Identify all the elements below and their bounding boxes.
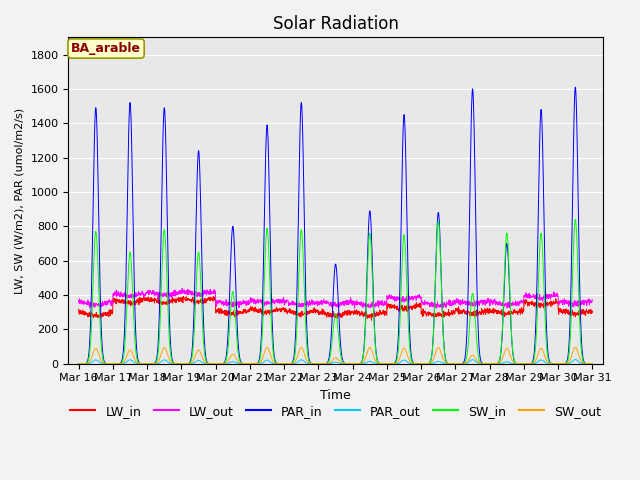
LW_out [351,305,358,311]
LW_out [218,300,226,306]
LW_in [557,308,565,314]
Line: SW_in: SW_in [79,219,592,364]
LW_out [588,297,596,302]
SW_in [557,361,565,367]
Line: PAR_in: PAR_in [79,87,592,364]
SW_out [161,345,168,350]
LW_out [485,299,493,304]
LW_in [218,307,226,313]
SW_out [362,355,369,361]
PAR_out [484,361,492,367]
SW_in [350,361,358,367]
PAR_out [588,361,596,367]
SW_in [75,361,83,367]
PAR_in [218,361,226,367]
Title: Solar Radiation: Solar Radiation [273,15,399,33]
LW_out [75,298,83,304]
Y-axis label: LW, SW (W/m2), PAR (umol/m2/s): LW, SW (W/m2), PAR (umol/m2/s) [15,108,25,294]
LW_in [588,310,596,316]
PAR_out [350,361,358,367]
Legend: LW_in, LW_out, PAR_in, PAR_out, SW_in, SW_out: LW_in, LW_out, PAR_in, PAR_out, SW_in, S… [65,400,606,423]
PAR_in [350,361,358,367]
SW_in [484,361,492,367]
Line: LW_out: LW_out [79,288,592,308]
SW_out [75,361,83,367]
LW_in [543,300,551,305]
PAR_in [361,327,369,333]
LW_in [209,293,217,299]
SW_out [543,359,551,364]
LW_in [367,317,375,323]
Text: BA_arable: BA_arable [71,42,141,55]
SW_in [588,361,596,367]
PAR_out [76,361,84,367]
SW_out [350,361,358,367]
SW_out [218,361,226,367]
SW_out [588,361,596,367]
LW_in [362,312,369,317]
LW_out [543,294,551,300]
LW_out [362,304,369,310]
PAR_out [75,360,83,366]
LW_in [485,308,493,314]
PAR_out [572,357,579,362]
LW_out [350,300,358,306]
Line: LW_in: LW_in [79,296,592,320]
PAR_out [362,360,369,366]
LW_in [350,307,358,313]
LW_out [557,300,565,306]
PAR_in [557,361,565,367]
X-axis label: Time: Time [320,389,351,402]
PAR_in [543,332,550,337]
SW_in [543,346,550,352]
PAR_in [572,84,579,90]
PAR_out [543,360,551,366]
SW_in [572,216,579,222]
PAR_out [557,361,565,367]
LW_in [75,306,83,312]
Line: SW_out: SW_out [79,348,592,364]
PAR_out [218,361,226,367]
PAR_in [75,361,83,367]
SW_out [557,361,565,367]
Line: PAR_out: PAR_out [79,360,592,364]
SW_out [484,361,492,367]
SW_in [361,332,369,338]
PAR_in [588,361,596,367]
SW_in [218,361,226,367]
PAR_in [484,361,492,367]
LW_out [179,286,186,291]
